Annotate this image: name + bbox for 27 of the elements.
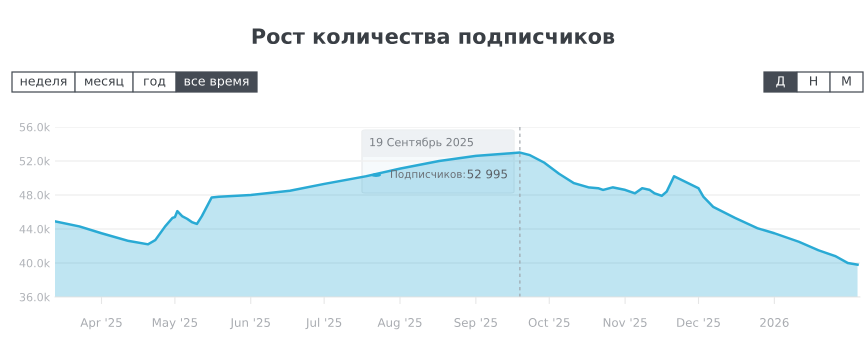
annotation: 52 995 (468, 169, 507, 178)
y-tick-label: 52.0k (20, 156, 50, 166)
text: Д (776, 76, 785, 88)
y-tick-label: 36.0k (20, 292, 50, 302)
text: М (842, 76, 851, 86)
x-tick-label: Oct '25 (528, 318, 570, 327)
chart-title: Рост количества подписчиков (252, 28, 614, 47)
x-tick-label: Jun '25 (230, 318, 270, 330)
y-tick-label: 48.0k (20, 190, 50, 200)
x-tick-label: Aug '25 (378, 318, 422, 330)
text: год (144, 78, 166, 88)
x-tick-label: Nov '25 (604, 318, 647, 327)
annotation: Подписчиков: (391, 170, 465, 180)
x-tick-label: Sep '25 (454, 318, 497, 330)
text: месяц (85, 78, 124, 88)
x-tick-label: Jul '25 (305, 318, 342, 330)
x-tick-label: 2026 (760, 318, 789, 327)
y-tick-label: 56.0k (20, 122, 50, 132)
annotation: 19 Сентябрь 2025 (370, 138, 473, 148)
text: все время (184, 78, 248, 88)
y-tick-label: 40.0k (20, 258, 50, 268)
y-tick-label: 44.0k (20, 224, 50, 234)
x-tick-label: May '25 (152, 318, 198, 330)
text: неделя (20, 78, 66, 88)
text: Н (810, 76, 817, 86)
x-tick-label: Apr '25 (80, 318, 122, 330)
x-tick-label: Dec '25 (677, 318, 720, 327)
